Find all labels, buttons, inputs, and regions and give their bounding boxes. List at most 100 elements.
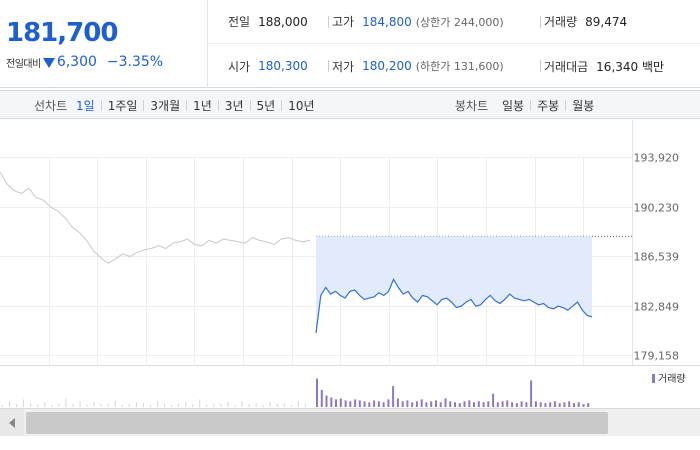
stat-amount: 거래대금 16,340 백만 bbox=[544, 58, 664, 75]
volume-value: 89,474 bbox=[585, 14, 628, 29]
volume-bar-today bbox=[420, 399, 423, 407]
stats-row-2: 시가 180,300 저가 180,200 (하한가 131,600) 거래대금… bbox=[208, 44, 700, 88]
volume-bar-prev bbox=[255, 403, 257, 407]
divider bbox=[186, 100, 188, 111]
volume-bar-prev bbox=[100, 404, 102, 407]
period-tab-10y[interactable]: 10년 bbox=[288, 99, 315, 113]
y-tick-label: 179,158 bbox=[634, 350, 680, 363]
volume-bar-today bbox=[530, 380, 533, 407]
price-chart: 193,920 190,230 186,539 182,849 179,158 거래량 bbox=[0, 120, 700, 408]
lower-limit: (하한가 131,600) bbox=[415, 60, 504, 73]
volume-bar-today bbox=[501, 401, 504, 407]
volume-bar-prev bbox=[178, 403, 180, 407]
volume-bar-today bbox=[534, 401, 537, 407]
volume-bar-today bbox=[553, 401, 556, 407]
scrollbar-thumb[interactable] bbox=[26, 412, 608, 434]
volume-bar-today bbox=[382, 402, 385, 408]
volume-legend-swatch bbox=[652, 374, 655, 383]
candle-tab-daily[interactable]: 일봉 bbox=[502, 99, 525, 113]
volume-bar-prev bbox=[86, 405, 88, 407]
volume-bar-today bbox=[482, 402, 485, 408]
chart-scrollbar[interactable] bbox=[0, 408, 700, 436]
volume-bar-today bbox=[368, 402, 371, 408]
stats-row-1: 전일 188,000 고가 184,800 (상한가 244,000) 거래량 … bbox=[208, 0, 700, 44]
high-value: 184,800 bbox=[362, 14, 412, 29]
volume-bar-prev bbox=[157, 401, 158, 407]
candle-tab-weekly[interactable]: 주봉 bbox=[537, 99, 560, 113]
volume-bar-prev bbox=[262, 405, 264, 407]
volume-bar-today bbox=[339, 398, 342, 407]
period-tabs: 1일 1주일 3개월 1년 3년 5년 10년 bbox=[76, 97, 315, 114]
stat-low: 저가 180,200 (하한가 131,600) bbox=[332, 58, 504, 75]
volume-bar-prev bbox=[65, 398, 67, 407]
low-label: 저가 bbox=[332, 59, 355, 74]
volume-bar-today bbox=[473, 402, 475, 408]
change-label: 전일대비 bbox=[6, 58, 41, 70]
stat-volume: 거래량 89,474 bbox=[544, 13, 627, 30]
change-value: 6,300 bbox=[56, 54, 97, 70]
volume-bar-prev bbox=[121, 405, 123, 407]
volume-bar-today bbox=[325, 395, 328, 407]
volume-bar-prev bbox=[16, 404, 18, 407]
volume-bar-today bbox=[430, 401, 433, 407]
volume-bar-today bbox=[425, 402, 428, 408]
volume-bar-today bbox=[344, 400, 347, 407]
volume-bar-prev bbox=[283, 403, 285, 407]
volume-bar-prev bbox=[199, 399, 201, 407]
volume-bar-prev bbox=[290, 405, 292, 407]
volume-bar-today bbox=[406, 400, 409, 407]
volume-bar-prev bbox=[234, 405, 236, 407]
y-tick-label: 186,539 bbox=[634, 251, 680, 264]
price-box: 181,700 전일대비 6,300 −3.35% bbox=[0, 0, 208, 88]
volume-bar-today bbox=[435, 400, 437, 407]
stats-panel: 전일 188,000 고가 184,800 (상한가 244,000) 거래량 … bbox=[208, 0, 700, 88]
candle-tabs: 일봉 주봉 월봉 bbox=[502, 97, 594, 114]
volume-bar-today bbox=[377, 401, 380, 407]
period-tab-5y[interactable]: 5년 bbox=[256, 99, 276, 113]
line-chart-label: 선차트 bbox=[34, 99, 68, 113]
prev-close-value: 188,000 bbox=[258, 14, 308, 29]
divider bbox=[540, 60, 541, 72]
volume-bar-today bbox=[358, 400, 361, 407]
volume-bar-prev bbox=[164, 404, 165, 407]
volume-bar-prev bbox=[44, 402, 46, 408]
current-price: 181,700 bbox=[6, 18, 118, 48]
divider bbox=[328, 60, 329, 72]
upper-limit: (상한가 244,000) bbox=[415, 15, 504, 29]
period-tab-1d[interactable]: 1일 bbox=[76, 99, 95, 113]
period-tab-3m[interactable]: 3개월 bbox=[150, 99, 181, 113]
volume-bar-prev bbox=[248, 404, 250, 407]
prev-close-label: 전일 bbox=[228, 15, 251, 29]
volume-bar-prev bbox=[220, 404, 222, 407]
volume-bar-today bbox=[330, 397, 333, 407]
prev-day-line bbox=[0, 171, 311, 264]
scroll-left-button[interactable] bbox=[0, 409, 24, 436]
period-tab-1w[interactable]: 1주일 bbox=[107, 99, 138, 113]
volume-bar-today bbox=[392, 386, 395, 407]
volume-bar-today bbox=[415, 401, 418, 407]
candle-tab-monthly[interactable]: 월봉 bbox=[572, 99, 595, 113]
today-area bbox=[316, 236, 592, 333]
period-tab-3y[interactable]: 3년 bbox=[224, 99, 244, 113]
volume-bar-today bbox=[349, 401, 352, 407]
volume-bar-today bbox=[539, 402, 542, 408]
price-chart-svg: 193,920 190,230 186,539 182,849 179,158 거래량 bbox=[0, 120, 700, 408]
divider bbox=[217, 100, 219, 111]
period-tab-1y[interactable]: 1년 bbox=[193, 99, 212, 113]
volume-bar-today bbox=[549, 402, 552, 408]
low-value: 180,200 bbox=[362, 59, 412, 73]
volume-label: 거래량 bbox=[544, 15, 578, 29]
volume-bar-prev bbox=[9, 401, 10, 407]
volume-bar-prev bbox=[79, 401, 81, 407]
volume-bar-today bbox=[573, 403, 575, 407]
volume-bar-prev bbox=[171, 405, 173, 407]
volume-bar-today bbox=[492, 393, 495, 407]
volume-bar-today bbox=[496, 402, 499, 408]
volume-bar-today bbox=[515, 403, 518, 407]
change-percent: −3.35% bbox=[106, 54, 164, 70]
open-value: 180,300 bbox=[258, 59, 308, 73]
candle-chart-label: 봉차트 bbox=[455, 99, 489, 113]
volume-bar-today bbox=[320, 389, 323, 407]
volume-bar-prev bbox=[269, 402, 271, 408]
quote-header: 181,700 전일대비 6,300 −3.35% 전일 188,000 고가 … bbox=[0, 0, 700, 88]
